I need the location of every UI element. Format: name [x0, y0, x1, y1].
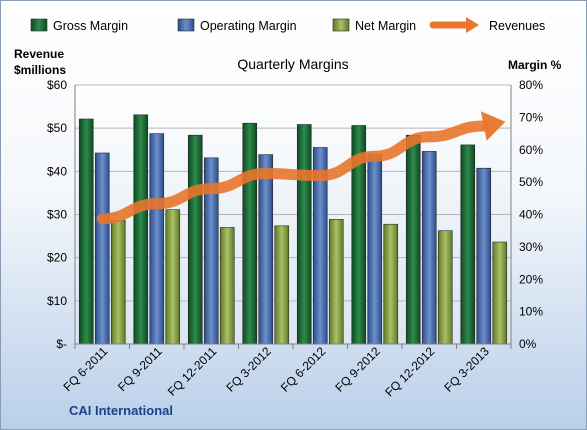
- gross-margin-bar: [133, 114, 149, 345]
- x-tick-label: FQ 9-2011: [115, 344, 165, 394]
- left-tick-label: $50: [47, 121, 67, 135]
- net-margin-bar: [492, 241, 508, 345]
- legend-label-net-margin: Net Margin: [355, 19, 416, 33]
- legend-swatch-operating-margin: [177, 18, 195, 32]
- net-margin-bar: [383, 223, 399, 345]
- operating-margin-bar: [149, 133, 165, 345]
- right-tick-label: 40%: [519, 208, 543, 222]
- gross-margin-bar: [405, 134, 421, 345]
- left-tick-label: $10: [47, 294, 67, 308]
- gross-margin-bar: [242, 122, 258, 345]
- right-tick-label: 20%: [519, 272, 543, 286]
- left-tick-label: $60: [47, 78, 67, 92]
- legend-label-operating-margin: Operating Margin: [200, 19, 297, 33]
- right-tick-label: 10%: [519, 305, 543, 319]
- operating-margin-bar: [421, 151, 437, 345]
- operating-margin-bar: [367, 154, 383, 345]
- net-margin-bar: [219, 227, 235, 345]
- right-tick-label: 70%: [519, 110, 543, 124]
- right-tick-label: 50%: [519, 175, 543, 189]
- x-tick-label: FQ 12-2012: [382, 344, 437, 399]
- operating-margin-bar: [476, 167, 492, 345]
- legend-swatch-gross-margin: [30, 18, 48, 32]
- net-margin-bar: [274, 225, 290, 345]
- net-margin-bar: [328, 219, 344, 345]
- revenues-arrowhead: [480, 111, 506, 141]
- right-tick-label: 30%: [519, 240, 543, 254]
- right-tick-label: 60%: [519, 143, 543, 157]
- gross-margin-bar: [78, 118, 94, 345]
- net-margin-bar: [165, 209, 181, 345]
- left-tick-label: $40: [47, 164, 67, 178]
- net-margin-bar: [437, 230, 453, 345]
- gross-margin-bar: [187, 134, 203, 345]
- net-margin-bar: [110, 220, 126, 345]
- operating-margin-bar: [258, 154, 274, 345]
- left-axis-label: Revenue: [14, 47, 64, 61]
- titles: Quarterly Margins Revenue $millions Margin …: [14, 47, 562, 418]
- x-tick-label: FQ 12-2011: [165, 344, 220, 399]
- right-axis-label: Margin %: [508, 58, 562, 72]
- legend-label-gross-margin: Gross Margin: [53, 19, 128, 33]
- right-tick-label: 80%: [519, 78, 543, 92]
- right-tick-label: 0%: [519, 337, 537, 351]
- chart-title: Quarterly Margins: [237, 56, 348, 72]
- left-tick-label: $30: [47, 208, 67, 222]
- legend: Gross Margin Operating Margin Net Margin Re…: [30, 17, 545, 33]
- revenues-line: [96, 120, 490, 225]
- left-axis-label: $millions: [14, 63, 66, 77]
- company-name: CAI International: [69, 403, 173, 418]
- x-tick-label: FQ 3-2012: [223, 344, 274, 395]
- x-tick-label: FQ 3-2013: [441, 344, 492, 395]
- gross-margin-bar: [460, 144, 476, 345]
- operating-margin-bar: [94, 152, 110, 345]
- x-tick-label: FQ 6-2011: [61, 344, 111, 394]
- revenue-line: [96, 111, 506, 225]
- legend-label-revenues: Revenues: [489, 19, 545, 33]
- x-tick-label: FQ 6-2012: [278, 344, 329, 395]
- left-tick-label: $20: [47, 251, 67, 265]
- x-tick-label: FQ 9-2012: [332, 344, 383, 395]
- left-tick-label: $-: [56, 337, 67, 351]
- legend-swatch-net-margin: [332, 18, 350, 32]
- legend-swatch-arrowhead: [466, 17, 479, 33]
- gross-margin-bar: [296, 124, 312, 345]
